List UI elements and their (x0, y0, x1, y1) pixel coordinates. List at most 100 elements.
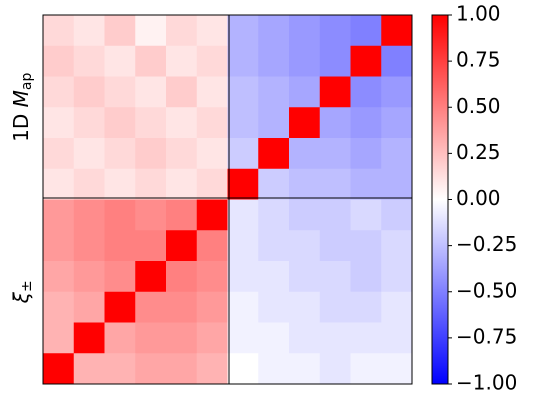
cell (289, 353, 321, 385)
cell (350, 261, 382, 293)
cell (104, 199, 136, 231)
cell (43, 322, 75, 354)
cell (350, 15, 382, 47)
cell (227, 353, 259, 385)
cell (43, 15, 75, 47)
cell (73, 107, 105, 139)
cell (73, 168, 105, 200)
cell (350, 230, 382, 262)
cell (166, 107, 198, 139)
cell (166, 168, 198, 200)
cell (166, 291, 198, 323)
cell (43, 291, 75, 323)
cell (43, 353, 75, 385)
cell (166, 322, 198, 354)
colorbar-tick-label: −1.00 (456, 371, 517, 395)
cell (43, 45, 75, 77)
cell (73, 138, 105, 170)
cell (135, 353, 167, 385)
cell (104, 168, 136, 200)
cell (289, 291, 321, 323)
row-label-sub: ± (19, 280, 35, 292)
row-label-prefix: 1D (9, 114, 33, 142)
cell (43, 76, 75, 108)
cell (381, 107, 413, 139)
cell (73, 322, 105, 354)
colorbar-tick-label: −0.75 (456, 324, 517, 348)
cell (196, 15, 228, 47)
cell (319, 107, 351, 139)
plot-frame (42, 14, 413, 385)
cell (196, 199, 228, 231)
row-label-var: ξ (9, 291, 33, 304)
cell (381, 199, 413, 231)
cell (227, 45, 259, 77)
cell (227, 107, 259, 139)
cell (227, 230, 259, 262)
colorbar-tick-label: 0.00 (456, 186, 501, 210)
cell (289, 107, 321, 139)
cell (104, 107, 136, 139)
cell (227, 138, 259, 170)
cell (135, 76, 167, 108)
cell (319, 353, 351, 385)
colorbar-tick-label: 1.00 (456, 2, 501, 26)
cell (227, 261, 259, 293)
cell (381, 322, 413, 354)
cell (350, 107, 382, 139)
colorbar-tick-label: 0.75 (456, 48, 501, 72)
cell (227, 15, 259, 47)
cell (73, 291, 105, 323)
cell (135, 15, 167, 47)
cell (319, 45, 351, 77)
cell (319, 76, 351, 108)
cell (104, 322, 136, 354)
cell (381, 138, 413, 170)
cell (258, 261, 290, 293)
cell (258, 138, 290, 170)
cell (227, 291, 259, 323)
cell (43, 168, 75, 200)
cell (381, 76, 413, 108)
cell (166, 199, 198, 231)
cell (104, 45, 136, 77)
cell (73, 353, 105, 385)
cell (289, 168, 321, 200)
row-label: 1D Map (9, 73, 36, 142)
cell (227, 76, 259, 108)
cell (135, 199, 167, 231)
cell (319, 230, 351, 262)
cell (196, 322, 228, 354)
cell (166, 353, 198, 385)
cell (196, 353, 228, 385)
cell (73, 230, 105, 262)
cell (381, 261, 413, 293)
cell (166, 230, 198, 262)
cell (350, 45, 382, 77)
cell (319, 168, 351, 200)
cell (289, 199, 321, 231)
colorbar-tick-label: 0.50 (456, 94, 501, 118)
cell (135, 322, 167, 354)
cell (104, 230, 136, 262)
cell (289, 230, 321, 262)
cell (258, 230, 290, 262)
cell (289, 138, 321, 170)
cell (135, 107, 167, 139)
cell (381, 291, 413, 323)
cell (43, 107, 75, 139)
cell (196, 138, 228, 170)
cell (104, 76, 136, 108)
cell (381, 15, 413, 47)
cell (135, 168, 167, 200)
cell (258, 107, 290, 139)
cell (43, 138, 75, 170)
cell (258, 199, 290, 231)
cell (166, 138, 198, 170)
cell (350, 322, 382, 354)
cell (258, 45, 290, 77)
heatmap (43, 15, 413, 385)
colorbar-tick-label: −0.25 (456, 232, 517, 256)
cell (258, 168, 290, 200)
